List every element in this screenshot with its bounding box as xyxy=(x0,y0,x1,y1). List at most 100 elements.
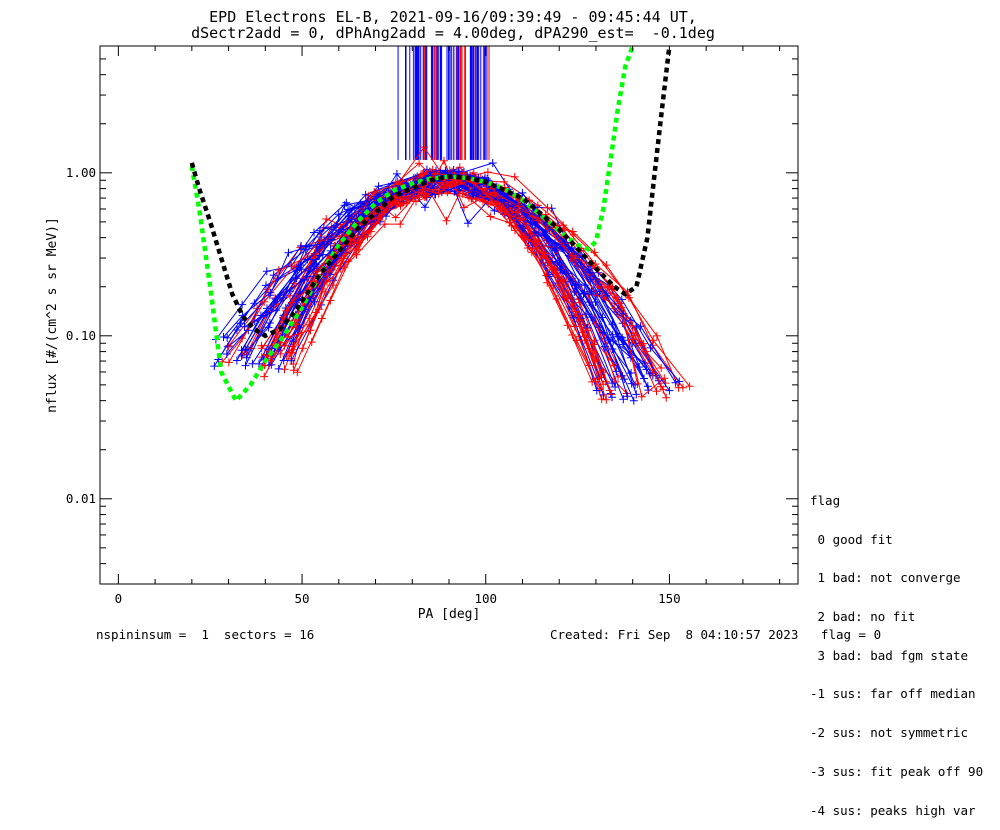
data-point xyxy=(600,342,609,351)
data-point xyxy=(592,386,601,395)
sweep-line xyxy=(287,172,612,395)
data-point xyxy=(671,378,680,387)
data-point xyxy=(224,358,233,367)
data-point xyxy=(272,306,280,315)
data-point xyxy=(507,221,516,230)
sweep-line xyxy=(262,170,632,374)
data-point xyxy=(555,256,564,265)
sweep-line xyxy=(241,179,649,387)
data-point xyxy=(608,345,617,353)
footer-spin-info: nspininsum = 1 sectors = 16 xyxy=(96,627,315,642)
data-point xyxy=(597,373,606,382)
data-point xyxy=(361,190,370,199)
x-tick-label: 100 xyxy=(474,591,497,606)
data-point xyxy=(284,348,293,357)
data-point xyxy=(292,274,301,283)
data-point xyxy=(287,298,296,307)
x-axis-label: PA [deg] xyxy=(418,607,481,622)
data-point xyxy=(520,232,529,241)
data-point xyxy=(350,238,359,246)
data-point xyxy=(602,261,611,270)
legend-title: flag xyxy=(810,492,841,508)
data-point xyxy=(559,275,568,284)
legend-item: 3 bad: bad fgm state xyxy=(810,647,969,663)
data-point xyxy=(660,374,669,383)
data-point xyxy=(352,250,361,259)
data-point xyxy=(646,369,655,378)
data-point xyxy=(442,216,451,225)
data-point xyxy=(652,387,661,396)
data-point xyxy=(568,251,577,260)
data-point xyxy=(586,275,595,284)
data-point xyxy=(490,188,499,197)
data-point xyxy=(434,189,443,198)
data-point xyxy=(284,248,293,257)
data-point xyxy=(563,294,571,303)
data-point xyxy=(649,336,658,345)
data-point xyxy=(257,341,266,350)
chart-title: EPD Electrons EL-B, 2021-09-16/09:39:49 … xyxy=(209,8,697,26)
data-point xyxy=(460,203,468,212)
sweep-line xyxy=(244,174,632,359)
data-point xyxy=(641,347,650,356)
sweep-line xyxy=(290,166,619,378)
data-point xyxy=(287,356,296,365)
data-point xyxy=(556,266,565,275)
data-point xyxy=(464,219,472,228)
data-point xyxy=(580,336,589,345)
data-point xyxy=(481,184,489,193)
chart-subtitle: dSectr2add = 0, dPhAng2add = 4.00deg, dP… xyxy=(191,24,715,42)
data-point xyxy=(602,395,611,404)
data-point xyxy=(430,190,439,199)
data-point xyxy=(675,377,684,386)
data-point xyxy=(305,320,314,329)
data-point xyxy=(679,383,687,392)
data-point xyxy=(609,337,618,346)
y-tick-label: 1.00 xyxy=(66,165,96,180)
data-point xyxy=(241,345,250,354)
data-point xyxy=(591,377,600,386)
data-point xyxy=(483,168,492,177)
data-point xyxy=(614,372,622,381)
data-point xyxy=(260,297,269,306)
data-point xyxy=(315,240,324,249)
data-point xyxy=(570,322,579,331)
data-point xyxy=(665,386,674,395)
data-point xyxy=(523,244,532,252)
data-point xyxy=(479,197,487,206)
data-point xyxy=(652,331,661,340)
data-point xyxy=(293,368,302,377)
data-point xyxy=(392,169,401,178)
data-point xyxy=(572,336,581,345)
data-point xyxy=(323,268,332,276)
data-point xyxy=(486,212,495,221)
data-point xyxy=(340,201,349,210)
legend-item: -3 sus: fit peak off 90 xyxy=(810,763,984,779)
data-point xyxy=(543,203,552,212)
data-point xyxy=(241,361,250,370)
data-point xyxy=(644,386,653,395)
data-point xyxy=(274,266,283,275)
data-point xyxy=(569,230,578,239)
data-point xyxy=(504,197,513,206)
data-point xyxy=(327,235,336,244)
data-point xyxy=(563,321,572,330)
data-point xyxy=(541,249,550,258)
y-tick-label: 0.01 xyxy=(66,491,96,506)
x-tick-label: 50 xyxy=(295,591,310,606)
data-point xyxy=(263,351,272,360)
data-point xyxy=(266,288,275,297)
data-point xyxy=(415,159,424,168)
data-point xyxy=(467,194,476,203)
data-point xyxy=(584,265,593,274)
data-point xyxy=(396,220,405,229)
data-point xyxy=(627,369,636,377)
data-point xyxy=(302,272,311,281)
data-point xyxy=(607,390,616,399)
data-point xyxy=(640,374,648,383)
data-point xyxy=(637,392,646,401)
data-point xyxy=(310,228,318,237)
data-point xyxy=(534,229,543,238)
data-point xyxy=(329,281,338,290)
data-point xyxy=(517,214,526,223)
